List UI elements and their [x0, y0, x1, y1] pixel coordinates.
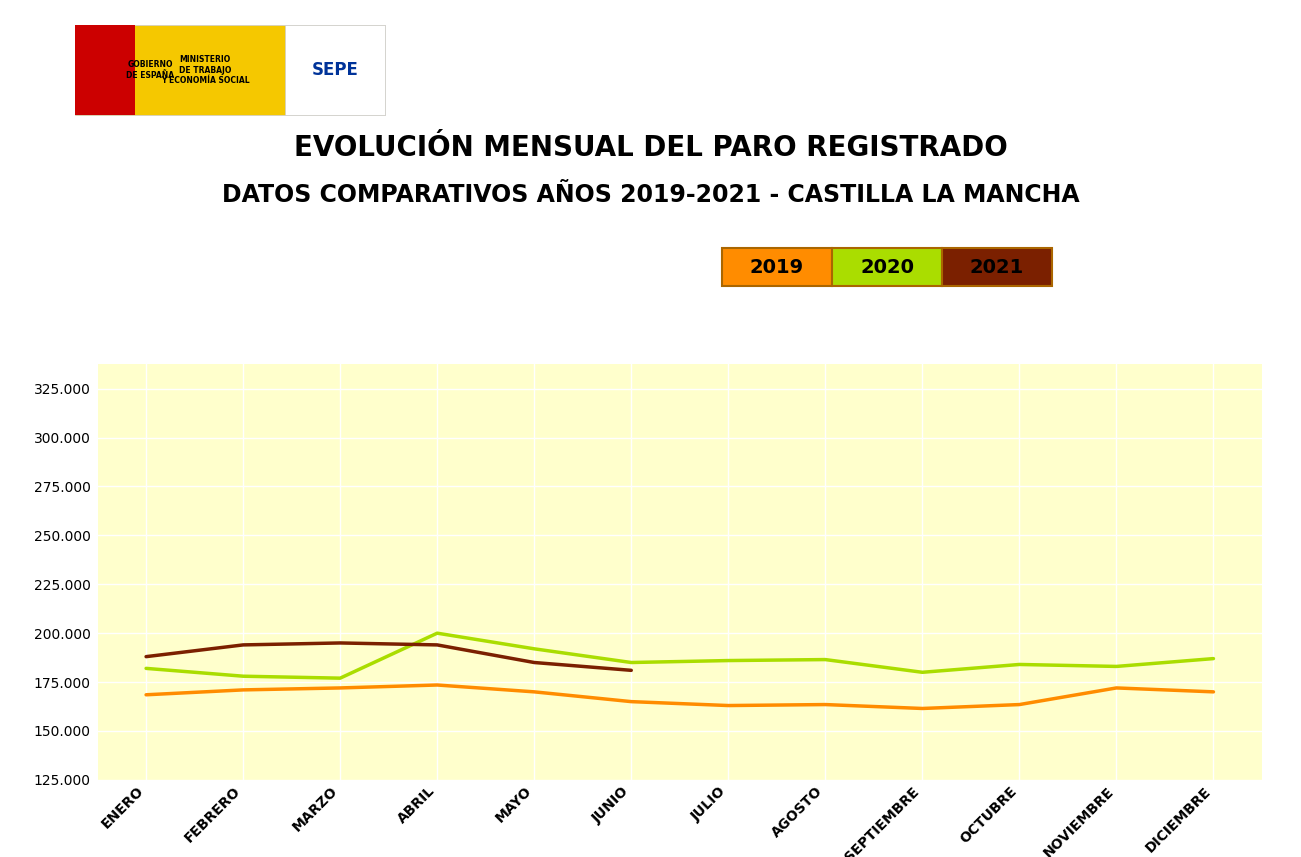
Text: 2021: 2021: [969, 257, 1024, 277]
Text: EVOLUCIÓN MENSUAL DEL PARO REGISTRADO: EVOLUCIÓN MENSUAL DEL PARO REGISTRADO: [294, 134, 1007, 162]
Bar: [75, 25, 135, 115]
Bar: [722, 248, 833, 286]
Text: 2020: 2020: [860, 257, 915, 277]
Bar: [833, 248, 942, 286]
Text: MINISTERIO
DE TRABAJO
Y ECONOMÍA SOCIAL: MINISTERIO DE TRABAJO Y ECONOMÍA SOCIAL: [161, 55, 250, 85]
Bar: [75, 25, 385, 115]
Text: DATOS COMPARATIVOS AÑOS 2019-2021 - CASTILLA LA MANCHA: DATOS COMPARATIVOS AÑOS 2019-2021 - CAST…: [221, 183, 1080, 207]
Text: GOBIERNO
DE ESPAÑA: GOBIERNO DE ESPAÑA: [126, 60, 174, 80]
Bar: [942, 248, 1053, 286]
Text: 2019: 2019: [749, 257, 804, 277]
Text: SEPE: SEPE: [311, 61, 359, 79]
Bar: [285, 25, 385, 115]
